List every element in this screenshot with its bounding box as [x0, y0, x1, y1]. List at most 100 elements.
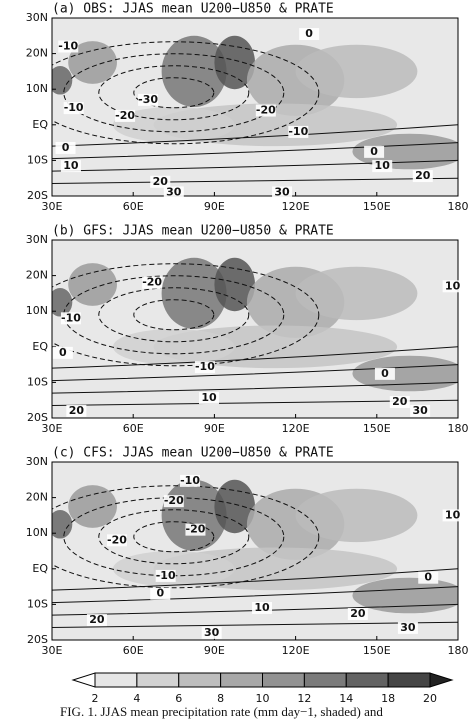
contour-label-box [155, 569, 176, 582]
contour-label-box [52, 346, 73, 359]
y-tick-label: 20S [27, 633, 48, 646]
contour-line [52, 177, 458, 185]
y-tick-label: 10N [26, 82, 48, 95]
contour-label: -20 [115, 109, 135, 122]
contour-label-box [272, 186, 293, 199]
contour-label: -10 [180, 474, 200, 487]
colorbar-box [178, 672, 222, 688]
x-tick-label: 60E [123, 200, 144, 213]
contour-label: 30 [400, 621, 416, 634]
map-panel: (b) GFS: JJAS mean U200−U850 & PRATE 20S 1… [26, 224, 469, 436]
y-tick-label: 10N [26, 526, 48, 539]
contour-label-box [442, 280, 463, 293]
contour-label: 10 [254, 601, 270, 614]
contour-label: -20 [107, 533, 127, 546]
contour-label-box [60, 312, 81, 325]
contour-label-box [60, 160, 81, 173]
contour-label: -10 [156, 569, 176, 582]
colorbar-label: 4 [133, 692, 140, 705]
contour-label-box [163, 495, 184, 508]
y-tick-label: 10S [27, 597, 48, 610]
map-panel: (a) OBS: JJAS mean U200−U850 & PRATE 20S 1… [26, 2, 469, 214]
map-frame [51, 239, 459, 419]
contour-line [63, 275, 285, 355]
contour-label-box [201, 626, 222, 639]
contour-line [133, 77, 215, 109]
contour-label-box [299, 28, 320, 41]
contour-line [52, 41, 320, 145]
shading [52, 66, 73, 95]
shading [295, 266, 418, 321]
contour-label-box [180, 474, 201, 487]
colorbar-box [136, 672, 180, 688]
contour-label: 20 [392, 395, 408, 408]
shading [68, 263, 117, 306]
contour-label-box [106, 534, 127, 547]
contour-label-box [418, 571, 439, 584]
contour-label: 0 [59, 346, 67, 359]
y-tick-label: EQ [32, 118, 48, 131]
x-tick-label: 60E [123, 644, 144, 657]
shading [214, 479, 255, 534]
contour-line [52, 364, 458, 382]
colorbar-box [262, 672, 305, 688]
colorbar-label: 8 [217, 692, 224, 705]
y-tick-label: 30N [26, 233, 48, 246]
contour-label: 30 [274, 185, 290, 198]
contour-line [133, 299, 215, 331]
x-tick-label: 30E [42, 644, 63, 657]
contour-label-box [194, 361, 215, 374]
shading [214, 35, 255, 90]
contour-label: 0 [156, 587, 164, 600]
colorbar-arrow [429, 672, 454, 688]
contour-label-box [288, 125, 309, 138]
shading [52, 288, 73, 317]
contour-label: 0 [62, 141, 70, 154]
x-tick-label: 30E [42, 422, 63, 435]
contour-label: 10 [201, 391, 217, 404]
shading [112, 551, 235, 587]
contour-label: 20 [415, 169, 431, 182]
contour-label-box [138, 93, 159, 106]
contour-label: 0 [370, 145, 378, 158]
contour-label: -20 [186, 523, 206, 536]
contour-label-box [397, 621, 418, 634]
x-tick-label: 120E [282, 644, 310, 657]
contour-label-box [372, 160, 393, 173]
y-tick-label: 10N [26, 304, 48, 317]
map-frame [51, 17, 459, 197]
x-tick-label: 90E [204, 644, 225, 657]
contour-label: 10 [445, 279, 461, 292]
contour-label-box [142, 276, 163, 289]
colorbar-label: 20 [423, 692, 437, 705]
contour-line [52, 346, 458, 369]
x-tick-label: 150E [363, 200, 391, 213]
panel-title: (b) GFS: JJAS mean U200−U850 & PRATE [52, 224, 334, 239]
y-tick-label: 20S [27, 189, 48, 202]
contour-label: 30 [166, 185, 182, 198]
contour-label: 20 [350, 607, 366, 620]
map-field [52, 257, 458, 407]
contour-line [52, 485, 320, 589]
shading [295, 488, 418, 543]
y-tick-label: 10S [27, 375, 48, 388]
panel-title: (c) CFS: JJAS mean U200−U850 & PRATE [52, 446, 334, 461]
contour-label-box [55, 141, 76, 154]
contour-label: 20 [153, 175, 169, 188]
contour-label: 30 [204, 626, 220, 639]
contour-label-box [115, 109, 136, 122]
shading [161, 257, 227, 329]
contour-label: 0 [305, 27, 313, 40]
contour-label: -10 [58, 39, 78, 52]
contour-label: 30 [412, 404, 428, 417]
contour-line [52, 142, 458, 160]
contour-label-box [347, 608, 368, 621]
y-tick-label: 20N [26, 269, 48, 282]
y-tick-label: 30N [26, 11, 48, 24]
contour-line [52, 381, 458, 394]
shading [161, 35, 227, 107]
contour-line [63, 53, 285, 133]
colorbar-box [220, 672, 263, 688]
contour-label: 10 [63, 159, 79, 172]
contour-label-box [150, 175, 171, 188]
